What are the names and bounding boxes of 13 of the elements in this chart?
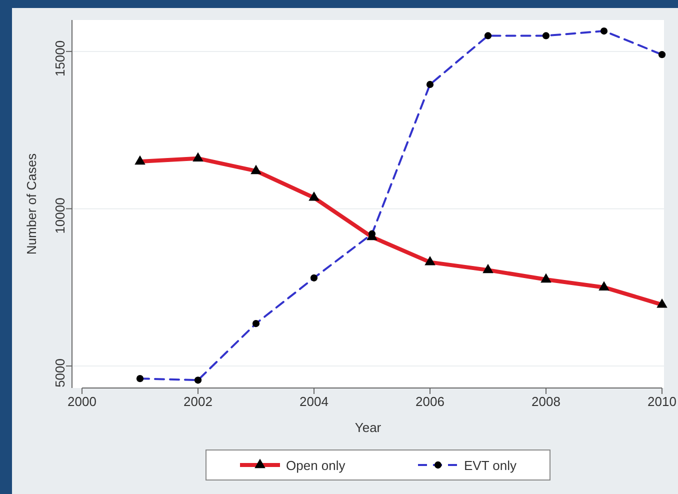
y-tick-label: 5000 xyxy=(52,358,68,388)
legend-label: Open only xyxy=(286,458,346,473)
x-tick-label: 2006 xyxy=(416,394,444,410)
y-axis-title: Number of Cases xyxy=(24,152,39,255)
x-tick-label: 2010 xyxy=(648,394,676,410)
x-tick-label: 2004 xyxy=(300,394,328,410)
y-tick-label: 10000 xyxy=(52,198,68,234)
x-tick-label: 2002 xyxy=(184,394,212,410)
legend-label: EVT only xyxy=(464,458,518,473)
x-tick-label: 2008 xyxy=(532,394,560,410)
y-tick-label: 15000 xyxy=(52,40,68,77)
x-axis-title: Year xyxy=(354,420,382,435)
x-tick-label: 2000 xyxy=(68,394,96,410)
